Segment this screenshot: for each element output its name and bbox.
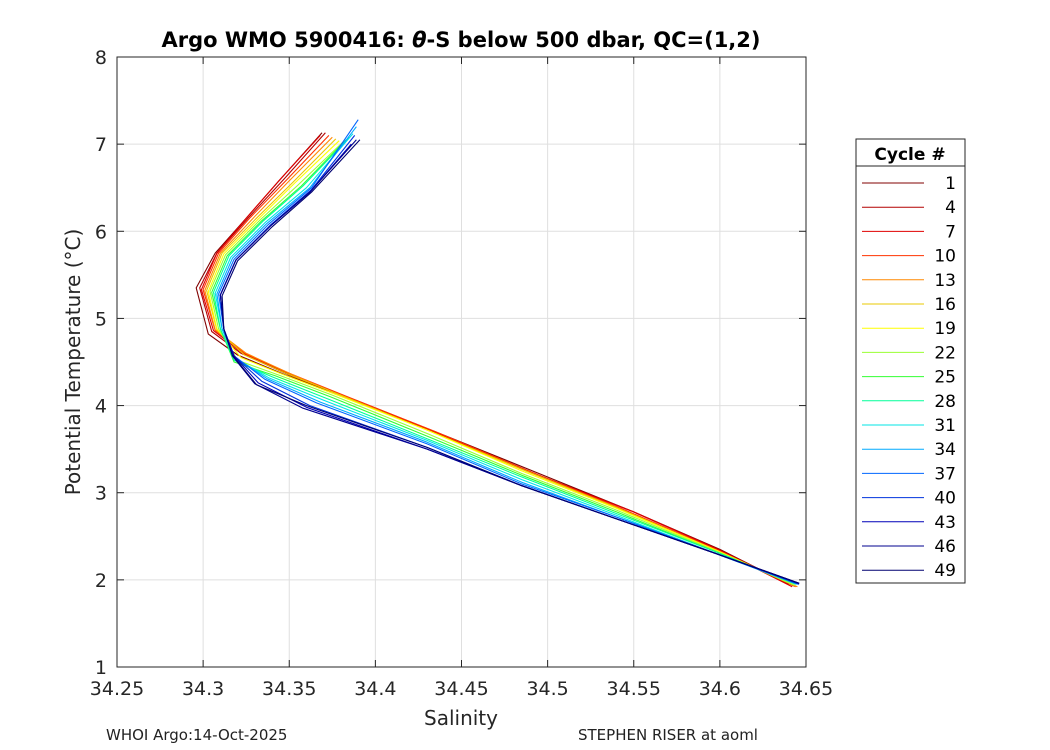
legend-label: 34: [934, 440, 956, 460]
series-line-cycle-19: [207, 140, 795, 586]
footer-credit: STEPHEN RISER at aoml: [578, 726, 758, 744]
x-tick-label: 34.25: [90, 678, 144, 700]
y-tick-label: 4: [95, 396, 107, 418]
legend-label: 49: [934, 561, 956, 581]
legend-title: Cycle #: [874, 145, 945, 165]
legend-label: 1: [945, 174, 956, 194]
legend-label: 4: [945, 198, 956, 218]
legend-box: [855, 138, 966, 584]
axis-ticks: 34.25 34.3 34.35 34.4 34.45 34.5 34.55 34.6 34.6…: [90, 47, 833, 700]
y-tick-label: 2: [95, 570, 107, 592]
x-tick-label: 34.35: [262, 678, 316, 700]
legend: Cycle # 1 4 7 10 13 16 19 22 25 28 31 34 37 40 43 46 49: [855, 138, 966, 584]
series-line-cycle-16: [206, 138, 796, 587]
x-tick-label: 34.45: [434, 678, 488, 700]
y-tick-label: 7: [95, 134, 107, 156]
series-line-cycle-49: [221, 139, 800, 584]
legend-label: 28: [934, 392, 956, 412]
legend-label: 37: [934, 464, 956, 484]
legend-label: 7: [945, 222, 956, 242]
legend-label: 19: [934, 319, 956, 339]
x-tick-label: 34.65: [779, 678, 833, 700]
y-tick-label: 6: [95, 221, 107, 243]
legend-label: 16: [934, 295, 956, 315]
plot-frame: [116, 56, 807, 668]
series-line-cycle-37: [218, 119, 800, 585]
x-tick-label: 34.5: [526, 678, 568, 700]
x-tick-label: 34.4: [354, 678, 396, 700]
x-tick-label: 34.3: [182, 678, 224, 700]
series-lines: [195, 119, 800, 588]
footer-date: WHOI Argo:14-Oct-2025: [106, 726, 288, 744]
legend-label: 46: [934, 537, 956, 557]
y-tick-label: 1: [95, 657, 107, 679]
legend-label: 10: [934, 247, 956, 267]
chart-title: Argo WMO 5900416: θ-S below 500 dbar, QC…: [161, 28, 760, 52]
y-tick-label: 3: [95, 483, 107, 505]
series-line-cycle-22: [209, 142, 795, 586]
x-axis-label: Salinity: [424, 706, 498, 730]
x-tick-label: 34.55: [607, 678, 661, 700]
legend-label: 22: [934, 343, 956, 363]
legend-label: 43: [934, 513, 956, 533]
y-axis-label: Potential Temperature (°C): [61, 229, 85, 496]
grid: [117, 57, 806, 667]
series-line-cycle-7: [200, 135, 793, 588]
legend-label: 31: [934, 416, 956, 436]
y-tick-label: 5: [95, 308, 107, 330]
legend-label: 13: [934, 271, 956, 291]
legend-label: 25: [934, 368, 956, 388]
legend-label: 40: [934, 489, 956, 509]
x-tick-label: 34.6: [699, 678, 741, 700]
y-tick-label: 8: [95, 47, 107, 69]
